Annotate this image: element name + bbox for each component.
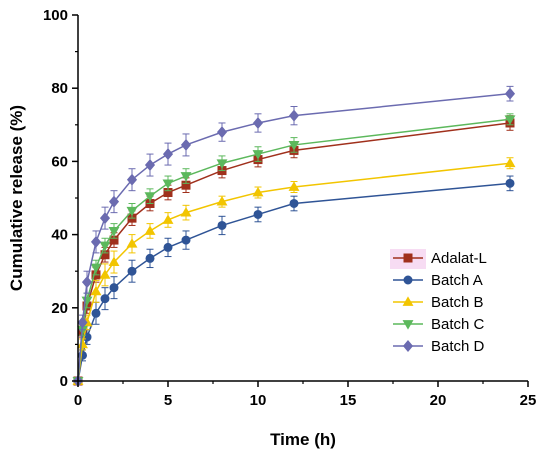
data-point: [505, 178, 515, 188]
data-point: [288, 141, 300, 151]
legend-marker: [402, 296, 414, 306]
legend-label: Batch B: [431, 294, 484, 311]
data-point: [126, 238, 138, 248]
legend-label: Batch A: [431, 272, 483, 289]
data-point: [99, 269, 111, 279]
data-point: [288, 109, 300, 122]
legend-item: Batch B: [393, 294, 484, 311]
data-point: [504, 157, 516, 168]
data-point: [145, 253, 155, 263]
data-point: [126, 173, 138, 186]
data-point: [108, 195, 120, 208]
series-line: [77, 118, 511, 382]
legend-label: Batch C: [431, 316, 485, 333]
data-point: [504, 87, 516, 100]
data-point: [109, 283, 119, 293]
legend-label: Adalat-L: [431, 250, 487, 267]
series-batch-a: [73, 175, 515, 386]
y-axis-title: Cumulative release (%): [7, 105, 26, 291]
legend-item: Batch D: [393, 338, 485, 355]
y-tick-label: 40: [51, 227, 68, 244]
data-point: [81, 276, 93, 289]
data-point: [252, 150, 264, 160]
legend-marker: [402, 340, 414, 352]
y-tick-label: 80: [51, 80, 68, 97]
data-point: [90, 235, 102, 248]
data-point: [100, 294, 110, 304]
legend-item: Batch C: [393, 316, 485, 333]
x-tick-label: 10: [250, 392, 267, 409]
data-point: [162, 214, 174, 224]
legend: Adalat-L Batch A Batch B Batch C Batch D: [390, 249, 487, 355]
data-point: [217, 220, 227, 230]
ticks: 0 5 10 15 20 25 0 20 40 60 80 100: [43, 7, 536, 409]
data-point: [288, 181, 300, 191]
y-tick-label: 20: [51, 300, 68, 317]
data-point: [144, 225, 156, 235]
legend-item: Batch A: [393, 272, 483, 289]
data-point: [127, 266, 137, 276]
y-tick-label: 100: [43, 7, 68, 24]
series-batch-d: [72, 85, 516, 387]
data-point: [504, 115, 516, 125]
data-point: [180, 138, 192, 151]
y-tick-label: 60: [51, 153, 68, 170]
x-axis-title: Time (h): [270, 430, 336, 449]
data-point: [144, 192, 156, 202]
x-tick-label: 15: [340, 392, 357, 409]
data-point: [144, 159, 156, 172]
data-point: [252, 186, 264, 197]
data-point: [162, 179, 174, 189]
series-line: [77, 162, 511, 382]
data-point: [163, 242, 173, 252]
data-point: [253, 209, 263, 219]
data-point: [289, 198, 299, 208]
x-tick-label: 5: [164, 392, 172, 409]
data-point: [180, 172, 192, 182]
data-point: [252, 116, 264, 129]
plot-area: [72, 85, 516, 387]
data-point: [216, 196, 228, 206]
legend-item: Adalat-L: [393, 250, 487, 267]
data-point: [99, 241, 111, 252]
data-point: [181, 235, 191, 245]
data-point: [126, 206, 138, 217]
x-tick-label: 25: [520, 392, 537, 409]
series-line: [77, 92, 511, 382]
data-point: [91, 308, 101, 318]
y-tick-label: 0: [60, 373, 68, 390]
data-point: [108, 256, 120, 266]
x-tick-label: 0: [74, 392, 82, 409]
series-batch-b: [72, 157, 516, 385]
data-point: [216, 159, 228, 169]
legend-marker: [403, 275, 413, 285]
data-point: [162, 148, 174, 161]
legend-label: Batch D: [431, 338, 485, 355]
data-point: [108, 227, 120, 237]
data-point: [90, 263, 102, 274]
x-tick-label: 20: [430, 392, 447, 409]
data-point: [216, 126, 228, 139]
legend-marker: [403, 253, 413, 263]
data-point: [90, 285, 102, 296]
data-point: [77, 316, 88, 329]
legend-marker: [402, 320, 414, 330]
data-point: [99, 212, 111, 225]
data-point: [180, 207, 192, 217]
